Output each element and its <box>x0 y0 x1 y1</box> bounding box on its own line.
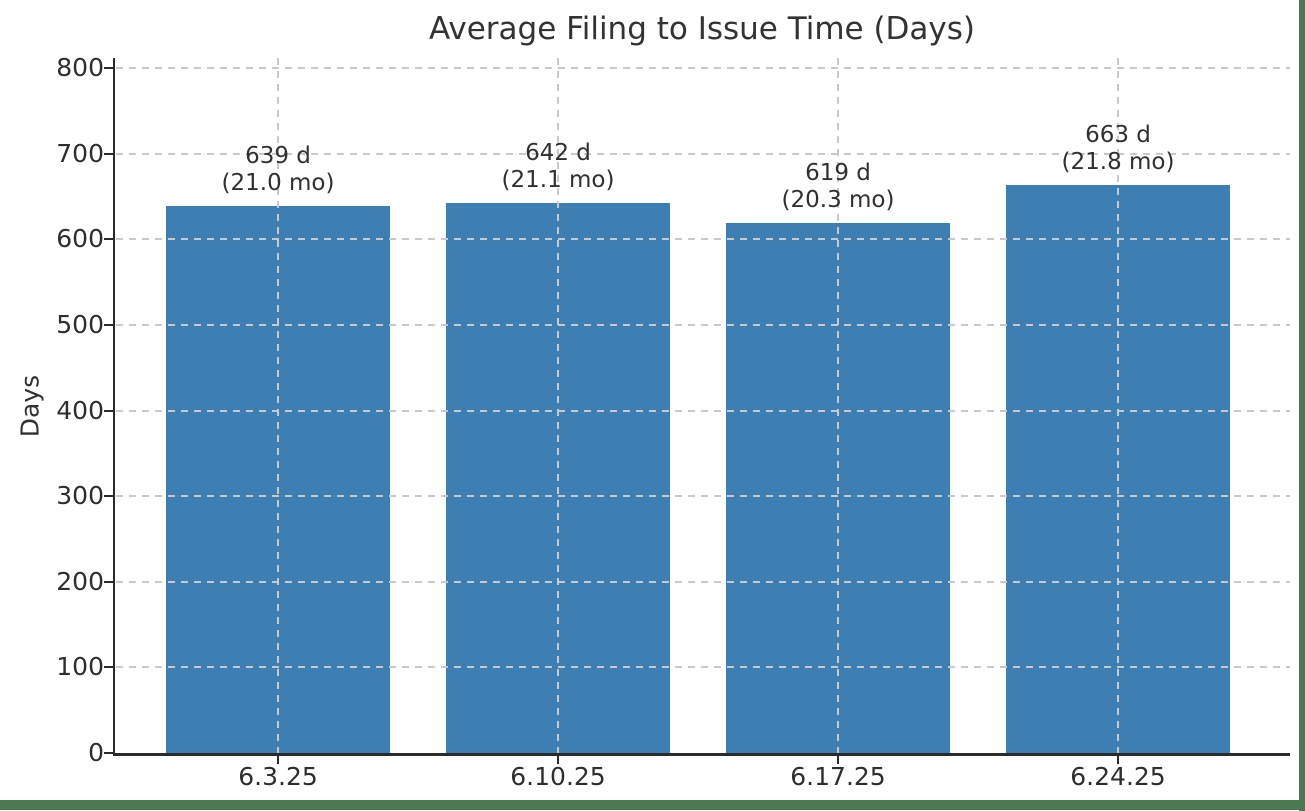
bar-value-label: 639 d (21.0 mo) <box>158 143 398 197</box>
bar-value-label-line: 619 d <box>805 159 871 186</box>
horizontal-gridline <box>116 409 1290 412</box>
bar-value-label: 619 d (20.3 mo) <box>718 160 958 214</box>
bar-value-label-line: (20.3 mo) <box>781 186 895 213</box>
bar-value-label-line: 642 d <box>525 140 591 167</box>
bar-value-label-line: 639 d <box>245 142 311 169</box>
bar-value-label-line: (21.0 mo) <box>221 169 335 196</box>
x-tick-mark <box>277 756 279 764</box>
y-tick-label: 300 <box>56 481 104 511</box>
x-tick-mark <box>1117 756 1119 764</box>
bar-value-label-line: (21.1 mo) <box>501 167 615 194</box>
horizontal-gridline <box>116 495 1290 498</box>
y-tick-mark <box>104 580 114 583</box>
y-tick-label: 800 <box>56 53 104 82</box>
x-tick-mark <box>837 756 839 764</box>
horizontal-gridline <box>116 152 1290 155</box>
chart-title: Average Filing to Issue Time (Days) <box>428 11 975 47</box>
y-tick-mark <box>104 67 114 69</box>
y-tick-mark <box>104 152 114 155</box>
bar-value-label: 663 d (21.8 mo) <box>998 122 1238 176</box>
y-tick-mark <box>104 752 114 754</box>
y-tick-mark <box>104 409 114 412</box>
x-tick-label: 6.17.25 <box>790 762 886 791</box>
bar-value-label-line: 663 d <box>1085 122 1151 149</box>
y-tick-label: 100 <box>56 652 104 682</box>
y-tick-label: 500 <box>56 309 104 339</box>
vertical-gridline <box>277 58 279 753</box>
y-tick-label: 400 <box>56 395 104 425</box>
y-tick-label: 0 <box>88 738 104 767</box>
x-tick-label: 6.24.25 <box>1070 762 1166 791</box>
y-tick-mark <box>104 666 114 669</box>
page-border-bottom <box>0 800 1305 810</box>
y-tick-label: 200 <box>56 566 104 596</box>
x-tick-label: 6.3.25 <box>238 762 318 791</box>
x-tick-mark <box>557 756 559 764</box>
vertical-gridline <box>557 58 559 753</box>
y-tick-mark <box>104 238 114 241</box>
horizontal-gridline <box>116 580 1290 583</box>
horizontal-gridline <box>116 666 1290 669</box>
y-axis-label: Days <box>15 374 45 438</box>
page-border-right <box>1299 0 1305 811</box>
y-tick-label: 600 <box>56 224 104 254</box>
horizontal-gridline <box>116 238 1290 241</box>
bar-value-label-line: (21.8 mo) <box>1061 149 1175 176</box>
y-tick-label: 700 <box>56 138 104 168</box>
bar-value-label: 642 d (21.1 mo) <box>438 140 678 194</box>
vertical-gridline <box>1117 58 1119 753</box>
x-tick-label: 6.10.25 <box>510 762 606 791</box>
y-tick-mark <box>104 495 114 498</box>
y-tick-mark <box>104 323 114 326</box>
horizontal-gridline <box>116 323 1290 326</box>
vertical-gridline <box>837 58 839 753</box>
horizontal-gridline <box>116 67 1290 69</box>
